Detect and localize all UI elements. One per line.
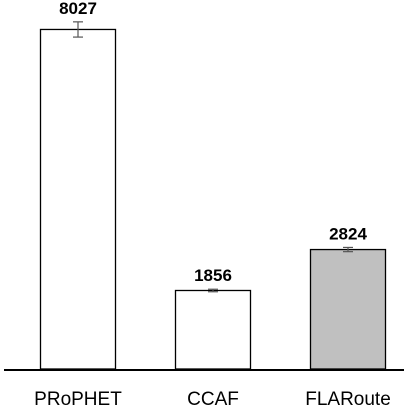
error-bar-flaroute — [343, 246, 353, 253]
error-bars-group — [73, 21, 353, 293]
value-label-flaroute: 2824 — [329, 224, 367, 243]
tick-labels-group: PRoPHET CCAF FLARoute — [34, 389, 391, 410]
error-bar-ccaf — [208, 288, 218, 293]
bar-prophet — [39, 28, 117, 370]
value-labels-group: 8027 1856 2824 — [59, 0, 367, 285]
bars-group — [39, 28, 387, 370]
tick-label-ccaf: CCAF — [187, 389, 239, 410]
error-bar-prophet — [73, 21, 83, 38]
bar-ccaf — [174, 289, 252, 370]
tick-label-prophet: PRoPHET — [34, 389, 122, 410]
value-label-prophet: 8027 — [59, 0, 97, 18]
bar-flaroute — [309, 248, 387, 370]
value-label-ccaf: 1856 — [194, 266, 232, 285]
tick-label-flaroute: FLARoute — [305, 389, 391, 410]
